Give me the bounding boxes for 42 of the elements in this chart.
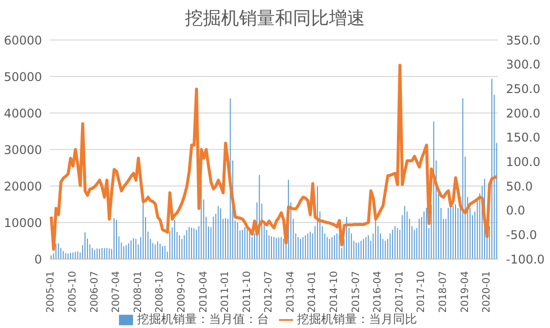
x-tick-label: 2014-01 bbox=[307, 271, 318, 313]
y-tick-label: 50000 bbox=[4, 70, 42, 84]
x-tick-label: 2009-07 bbox=[176, 271, 188, 313]
x-tick-label: 2020-01 bbox=[482, 271, 493, 313]
x-tick-label: 2018-07 bbox=[438, 271, 450, 313]
x-tick-label: 2014-10 bbox=[329, 271, 340, 313]
y2-tick-label: 250.0 bbox=[506, 82, 540, 96]
y-tick-label: 10000 bbox=[4, 216, 42, 230]
y-tick-label: 40000 bbox=[4, 106, 42, 120]
x-tick-label: 2008-01 bbox=[132, 271, 144, 313]
line-series bbox=[50, 64, 498, 251]
y2-tick-label: 350.0 bbox=[506, 33, 540, 48]
x-tick-label: 2011-10 bbox=[242, 271, 253, 313]
x-tick-label: 2007-04 bbox=[111, 271, 122, 313]
chart-title: 挖掘机销量和同比增速 bbox=[184, 7, 366, 31]
y2-tick-label: -50.0 bbox=[506, 228, 538, 242]
y2-tick-label: 150.0 bbox=[506, 130, 540, 145]
y2-tick-label: 0.0 bbox=[506, 204, 526, 218]
y2-tick-label: -100.0 bbox=[506, 252, 545, 266]
legend-label: 挖掘机销量：当月同比 bbox=[297, 312, 417, 326]
x-tick-label: 2012-07 bbox=[264, 271, 275, 313]
x-tick-label: 2017-10 bbox=[416, 271, 428, 313]
y2-tick-label: 300.0 bbox=[506, 58, 540, 72]
y2-tick-label: 100.0 bbox=[506, 154, 540, 169]
y-tick-label: 60000 bbox=[4, 33, 42, 48]
x-tick-label: 2008-10 bbox=[154, 271, 166, 313]
x-tick-label: 2016-04 bbox=[372, 271, 384, 313]
legend-label: 挖掘机销量：当月值：台 bbox=[137, 312, 269, 326]
x-tick-label: 2017-01 bbox=[394, 271, 406, 313]
x-tick-label: 2011-01 bbox=[220, 271, 232, 313]
x-tick-label: 2019-04 bbox=[460, 271, 471, 313]
x-tick-label: 2010-04 bbox=[198, 271, 210, 313]
x-tick-label: 2013-04 bbox=[285, 271, 296, 313]
x-tick-label: 2015-07 bbox=[350, 271, 362, 313]
x-tick-label: 2005-01 bbox=[46, 271, 57, 313]
y2-tick-label: 50.0 bbox=[506, 179, 533, 194]
x-tick-label: 2005-10 bbox=[68, 271, 79, 313]
y-tick-label: 0 bbox=[34, 252, 42, 266]
x-tick-label: 2006-07 bbox=[89, 271, 100, 313]
y-tick-label: 20000 bbox=[4, 179, 42, 194]
y2-tick-label: 200.0 bbox=[506, 106, 540, 120]
y-tick-label: 30000 bbox=[4, 142, 42, 157]
